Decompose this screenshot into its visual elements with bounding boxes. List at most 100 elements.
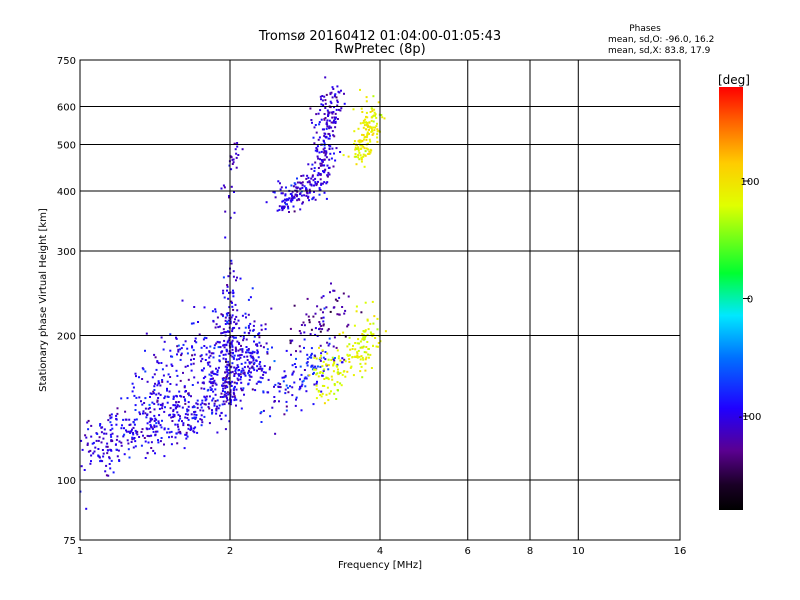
data-point (332, 363, 335, 366)
phase-info-title: Phases (629, 24, 661, 34)
data-point (128, 424, 131, 426)
data-point (203, 387, 206, 390)
data-point (240, 381, 243, 384)
data-point (236, 364, 239, 367)
data-point (362, 134, 365, 136)
data-point (251, 365, 254, 368)
data-point (362, 330, 365, 332)
data-point (321, 365, 324, 368)
data-point (230, 168, 233, 171)
data-point (296, 177, 298, 180)
data-point (340, 384, 343, 387)
data-point (190, 358, 192, 361)
data-point (143, 437, 146, 439)
data-point (319, 189, 322, 192)
data-point (279, 182, 281, 185)
data-point (116, 407, 119, 410)
data-point (365, 138, 368, 141)
data-point (229, 401, 232, 403)
data-point (144, 370, 147, 373)
data-point (299, 378, 301, 381)
data-point (326, 174, 329, 177)
data-point (364, 329, 367, 332)
data-point (291, 373, 294, 376)
data-point (227, 352, 230, 355)
data-point (242, 335, 245, 338)
data-point (333, 336, 336, 339)
data-point (158, 382, 161, 385)
data-point (363, 351, 366, 354)
data-point (317, 157, 320, 160)
data-point (326, 329, 329, 332)
data-point (237, 349, 240, 352)
data-point (306, 192, 309, 195)
data-point (244, 326, 247, 329)
data-point (158, 407, 161, 410)
data-point (273, 400, 276, 402)
data-point (291, 372, 294, 375)
data-point (356, 354, 359, 357)
data-point (184, 433, 187, 436)
data-point (301, 380, 304, 383)
data-point (187, 423, 189, 426)
data-point (99, 424, 101, 427)
data-point (259, 381, 262, 384)
data-point (335, 108, 338, 111)
data-point (187, 401, 190, 404)
data-point (313, 383, 316, 386)
y-tick-label: 400 (57, 187, 76, 198)
data-point (190, 413, 193, 416)
data-point (116, 455, 119, 458)
data-point (356, 342, 359, 345)
data-point (354, 348, 357, 351)
y-axis-label: Stationary phase Virtual Height [km] (38, 208, 49, 392)
data-point (321, 99, 324, 102)
data-point (215, 323, 218, 326)
data-point (81, 448, 84, 451)
data-point (235, 322, 238, 325)
data-point (331, 356, 334, 359)
data-point (371, 109, 374, 112)
data-point (227, 275, 230, 278)
data-point (231, 345, 234, 348)
data-point (348, 361, 351, 363)
data-point (283, 205, 286, 208)
data-point (240, 376, 242, 378)
data-point (142, 410, 145, 413)
data-point (248, 362, 251, 365)
data-point (310, 183, 313, 186)
data-point (187, 409, 190, 412)
data-point (239, 378, 242, 381)
data-point (199, 403, 202, 406)
data-point (252, 357, 255, 360)
data-point (360, 160, 363, 163)
data-point (299, 208, 302, 211)
data-point (105, 474, 108, 477)
data-point (159, 393, 162, 396)
data-point (224, 323, 227, 325)
colorbar (719, 87, 743, 510)
data-point (252, 359, 255, 362)
data-point (110, 449, 113, 452)
data-point (195, 402, 198, 405)
data-point (321, 384, 324, 387)
data-point (361, 111, 364, 113)
data-point (231, 362, 234, 365)
data-point (276, 209, 279, 212)
data-point (233, 142, 236, 145)
data-point (339, 382, 342, 385)
data-point (280, 192, 283, 195)
data-point (99, 460, 102, 463)
data-point (214, 388, 217, 391)
data-point (307, 315, 310, 318)
data-point (184, 365, 187, 368)
data-point (332, 111, 335, 113)
data-point (184, 402, 187, 405)
data-point (258, 336, 261, 339)
data-point (258, 341, 261, 344)
data-point (153, 402, 156, 405)
data-point (299, 387, 302, 390)
data-point (115, 448, 118, 451)
data-point (212, 397, 215, 400)
data-point (340, 89, 342, 92)
